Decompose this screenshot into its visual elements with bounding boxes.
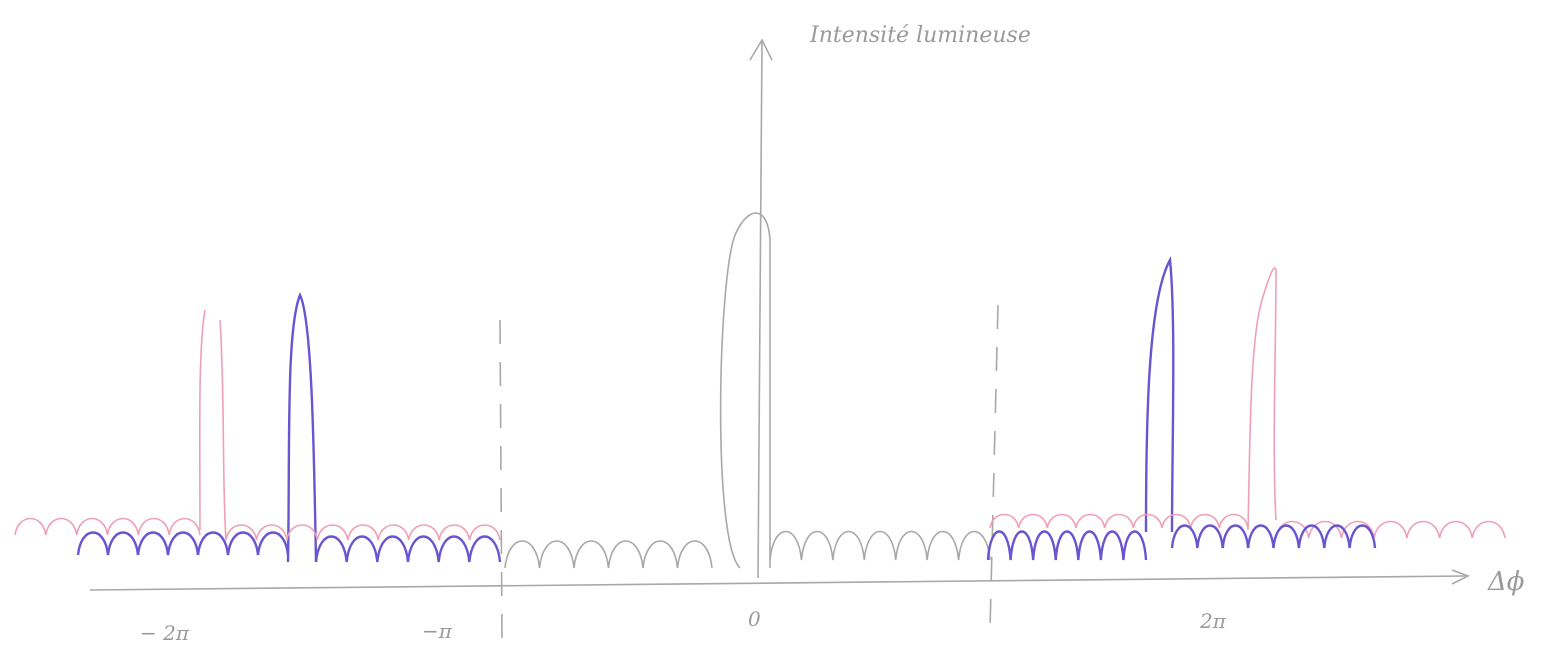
page: Intensité lumineuse Δϕ − 2π −π 0 2π (() …	[0, 0, 1552, 647]
figure: Intensité lumineuse Δϕ − 2π −π 0 2π	[0, 0, 1552, 647]
x-axis-label: Δϕ	[1487, 567, 1525, 597]
tick-label: 2π	[1199, 609, 1227, 633]
y-axis-label: Intensité lumineuse	[809, 23, 1031, 48]
tick-label: 0	[748, 607, 761, 631]
background	[0, 0, 1552, 647]
tick-label: − 2π	[140, 621, 190, 645]
tick-label: −π	[422, 619, 453, 643]
